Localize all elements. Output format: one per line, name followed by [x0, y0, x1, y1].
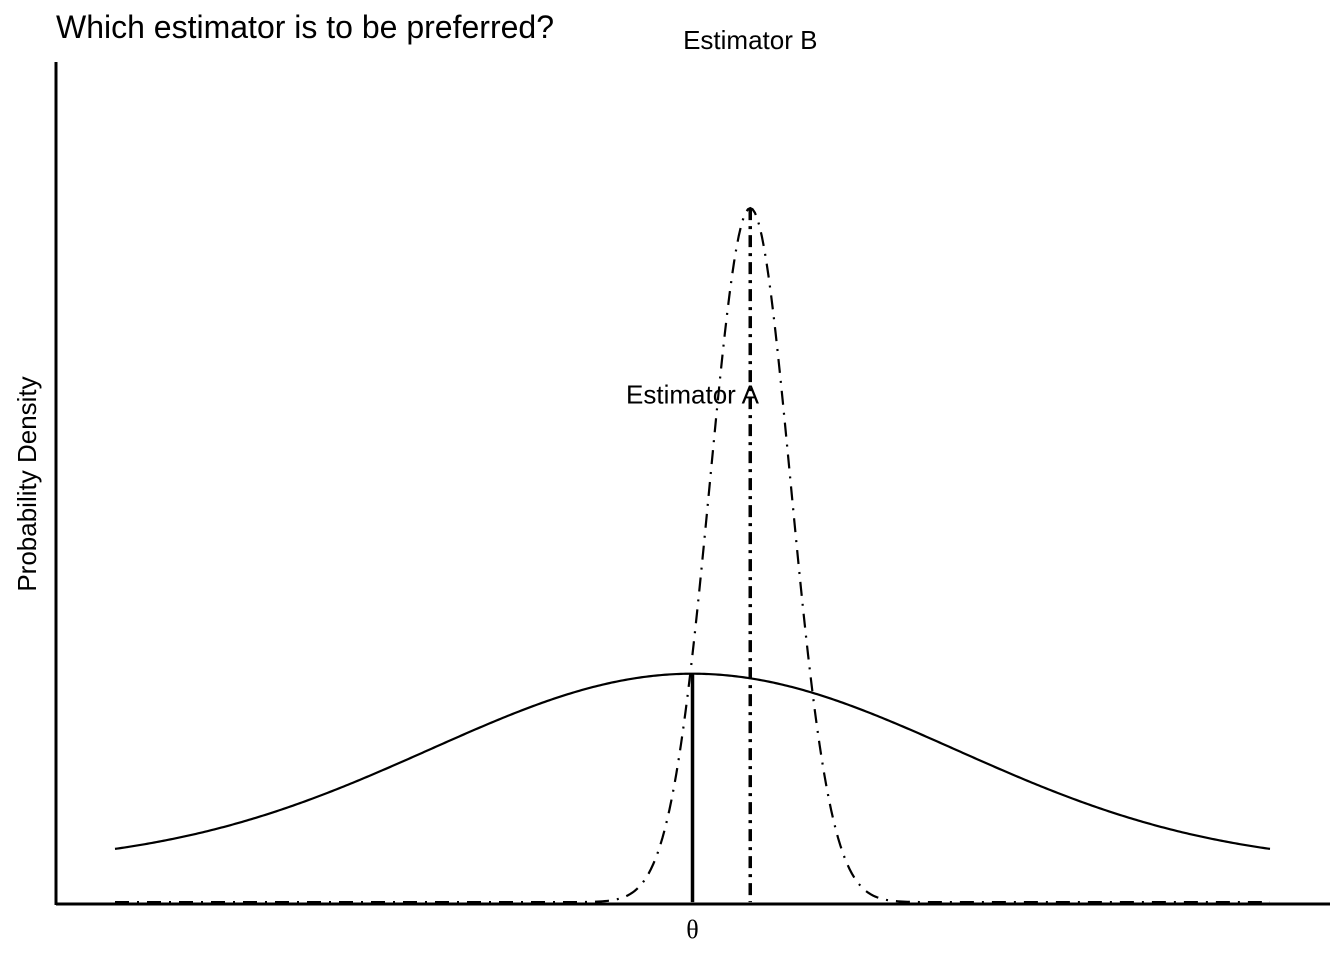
chart-title: Which estimator is to be preferred? [56, 9, 554, 45]
series-line-estimator-a [114, 672, 1271, 850]
annotation-estimator-a: Estimator A [626, 379, 760, 409]
series-layer [114, 206, 1271, 904]
y-axis-label: Probability Density [12, 376, 42, 591]
series-line-estimator-b [115, 206, 1270, 904]
annotation-layer: Estimator A Estimator B θ [626, 25, 817, 944]
annotation-estimator-b: Estimator B [683, 25, 817, 55]
x-tick-label-theta: θ [686, 915, 698, 944]
